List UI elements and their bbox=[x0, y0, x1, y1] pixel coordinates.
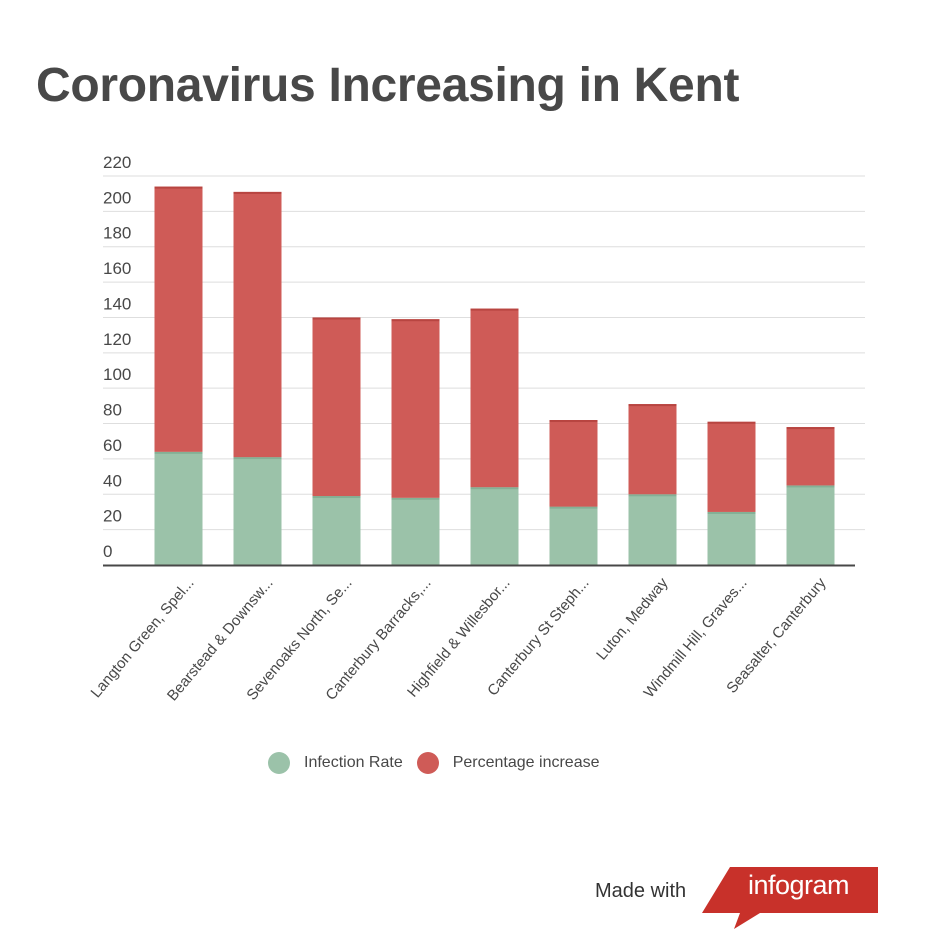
legend-label: Percentage increase bbox=[452, 754, 600, 771]
bar-infection-rate[interactable] bbox=[628, 494, 677, 565]
bar-top-edge bbox=[470, 487, 519, 490]
bar-top-edge bbox=[312, 496, 361, 499]
y-tick-label: 40 bbox=[103, 471, 122, 490]
y-tick-label: 140 bbox=[103, 294, 131, 313]
bar-top-edge bbox=[233, 191, 282, 194]
legend-label: Infection Rate bbox=[304, 754, 403, 771]
y-tick-label: 0 bbox=[103, 542, 112, 561]
bar-infection-rate[interactable] bbox=[549, 506, 598, 565]
bar-top-edge bbox=[154, 451, 203, 454]
stacked-bar-chart: 0 20 40 60 80 100 120 140 160 180 200 220 Langton G… bbox=[88, 153, 865, 704]
bar-percentage-increase[interactable] bbox=[312, 317, 361, 497]
legend: Infection Rate Percentage increase bbox=[268, 752, 600, 774]
bar-infection-rate[interactable] bbox=[470, 487, 519, 565]
bar-infection-rate[interactable] bbox=[154, 451, 203, 565]
bar-top-edge bbox=[549, 506, 598, 509]
bar-top-edge bbox=[470, 308, 519, 311]
y-tick-label: 160 bbox=[103, 259, 131, 278]
y-tick-label: 60 bbox=[103, 436, 122, 455]
y-tick-label: 220 bbox=[103, 153, 131, 172]
legend-item-infection-rate[interactable]: Infection Rate bbox=[268, 752, 403, 774]
y-tick-label: 120 bbox=[103, 330, 131, 349]
bar-top-edge bbox=[549, 420, 598, 423]
x-tick-label: Luton, Medway bbox=[593, 574, 672, 663]
bar-percentage-increase[interactable] bbox=[470, 308, 519, 488]
bar-infection-rate[interactable] bbox=[312, 496, 361, 565]
y-axis: 0 20 40 60 80 100 120 140 160 180 200 220 bbox=[103, 153, 131, 561]
page-title: Coronavirus Increasing in Kent bbox=[36, 59, 740, 112]
bar-infection-rate[interactable] bbox=[391, 497, 440, 565]
bar-percentage-increase[interactable] bbox=[707, 421, 756, 512]
bars bbox=[154, 186, 835, 565]
bar-infection-rate[interactable] bbox=[786, 485, 835, 565]
bar-top-edge bbox=[391, 497, 440, 500]
bar-top-edge bbox=[628, 404, 677, 407]
legend-swatch-percentage-increase bbox=[416, 752, 439, 774]
bar-percentage-increase[interactable] bbox=[391, 319, 440, 498]
bar-top-edge bbox=[391, 319, 440, 322]
bar-top-edge bbox=[233, 457, 282, 460]
y-tick-label: 180 bbox=[103, 224, 131, 243]
made-with-label: Made with bbox=[595, 880, 687, 902]
bar-percentage-increase[interactable] bbox=[628, 404, 677, 495]
brand-name: infogram bbox=[748, 870, 850, 900]
bar-top-edge bbox=[628, 494, 677, 497]
brand-badge-shape bbox=[702, 867, 878, 929]
bar-infection-rate[interactable] bbox=[233, 457, 282, 565]
x-axis: Langton Green, Spel...Bearstead & Downsw… bbox=[88, 564, 855, 704]
bar-top-edge bbox=[707, 421, 756, 424]
infogram-logo-badge[interactable] bbox=[700, 865, 880, 931]
bar-top-edge bbox=[154, 186, 203, 189]
bar-percentage-increase[interactable] bbox=[786, 427, 835, 486]
bar-top-edge bbox=[786, 485, 835, 488]
y-tick-label: 80 bbox=[103, 401, 122, 420]
legend-swatch-infection-rate bbox=[268, 752, 290, 774]
bar-top-edge bbox=[786, 427, 835, 430]
y-tick-label: 200 bbox=[103, 188, 131, 207]
bar-infection-rate[interactable] bbox=[707, 511, 756, 565]
legend-item-percentage-increase[interactable]: Percentage increase bbox=[416, 752, 600, 774]
y-tick-label: 100 bbox=[103, 365, 131, 384]
bar-top-edge bbox=[707, 511, 756, 514]
bar-percentage-increase[interactable] bbox=[154, 186, 203, 452]
bar-top-edge bbox=[312, 317, 361, 320]
y-tick-label: 20 bbox=[103, 507, 122, 526]
bar-percentage-increase[interactable] bbox=[549, 420, 598, 507]
bar-percentage-increase[interactable] bbox=[233, 191, 282, 458]
